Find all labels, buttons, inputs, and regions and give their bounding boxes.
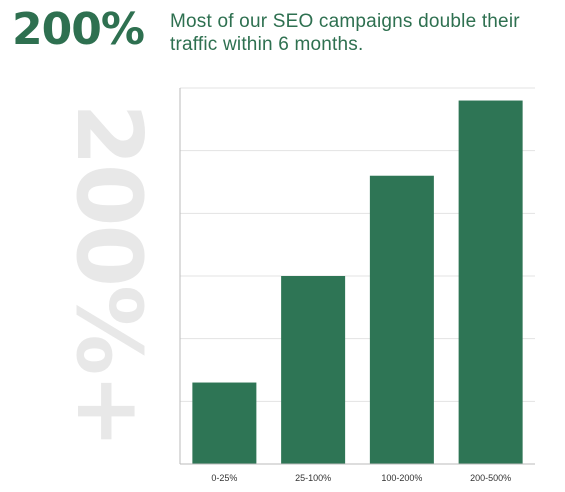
- bar-1: [281, 276, 346, 464]
- header: 200% Most of our SEO campaigns double th…: [0, 0, 565, 70]
- bar-0: [192, 382, 257, 464]
- bar-3: [458, 100, 523, 465]
- x-tick-label: 25-100%: [295, 473, 331, 483]
- x-tick-label: 100-200%: [381, 473, 422, 483]
- x-tick-label: 0-25%: [211, 473, 237, 483]
- x-tick-label: 200-500%: [470, 473, 511, 483]
- bar-2: [369, 175, 434, 464]
- headline-text: Most of our SEO campaigns double their t…: [170, 11, 520, 55]
- headline-stat: 200%: [12, 4, 145, 55]
